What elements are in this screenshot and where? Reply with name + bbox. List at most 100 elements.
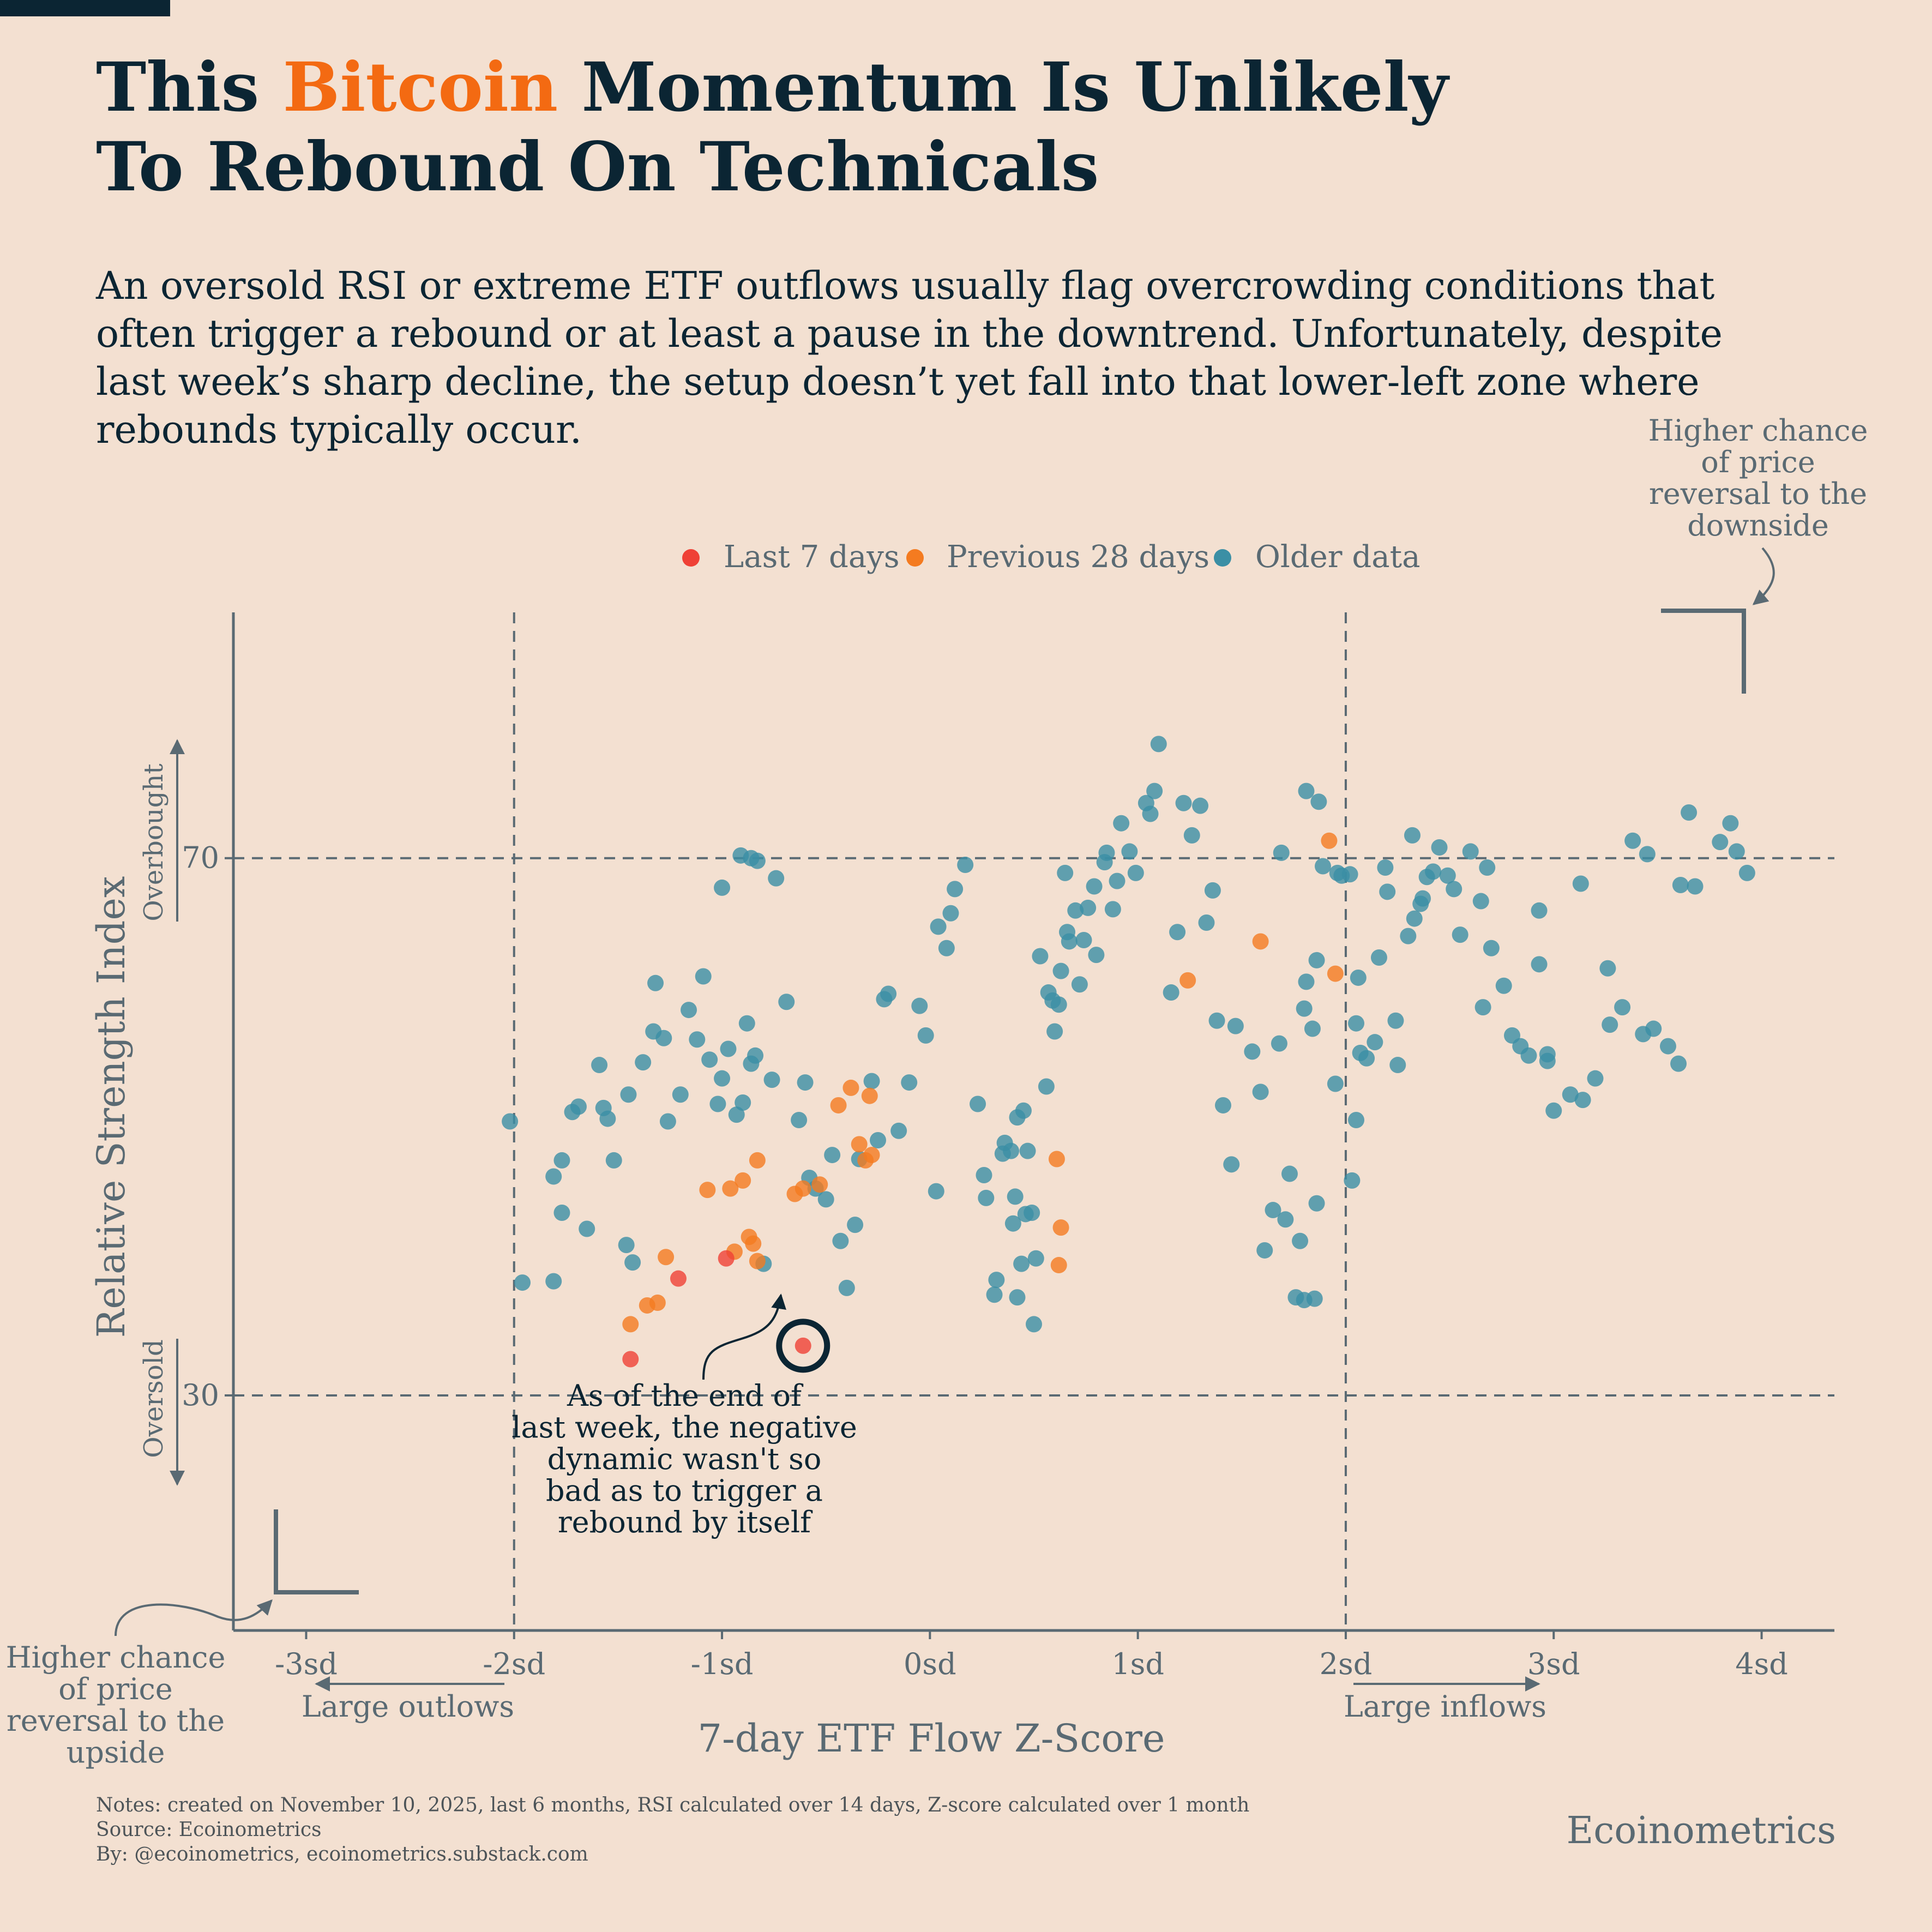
- point-older-data: [502, 1113, 519, 1130]
- point-older-data: [1306, 1290, 1323, 1307]
- point-older-data: [1614, 999, 1631, 1016]
- data-points: [502, 736, 1755, 1368]
- point-older-data: [1163, 984, 1179, 1001]
- point-previous-28-days: [1050, 1257, 1067, 1274]
- point-older-data: [1024, 1204, 1040, 1221]
- point-older-data: [1256, 1242, 1273, 1259]
- bottom-left-text-4: upside: [67, 1735, 165, 1770]
- point-last-7-days: [670, 1270, 687, 1287]
- point-previous-28-days: [863, 1147, 880, 1164]
- point-older-data: [1015, 1102, 1032, 1119]
- point-older-data: [1479, 859, 1496, 876]
- title-line2: To Rebound On Technicals: [96, 128, 1099, 207]
- point-older-data: [1474, 999, 1491, 1016]
- point-older-data: [647, 974, 664, 991]
- point-older-data: [976, 1167, 992, 1184]
- point-older-data: [1367, 1034, 1383, 1051]
- top-accent-bar: [0, 0, 170, 16]
- point-older-data: [553, 1204, 570, 1221]
- point-older-data: [880, 985, 897, 1002]
- point-older-data: [947, 881, 964, 898]
- point-older-data: [714, 1070, 731, 1087]
- point-older-data: [1046, 1023, 1063, 1040]
- point-older-data: [1296, 1000, 1313, 1017]
- point-older-data: [635, 1054, 652, 1071]
- point-older-data: [1472, 893, 1489, 910]
- point-older-data: [1452, 926, 1468, 943]
- point-older-data: [1007, 1188, 1024, 1205]
- point-older-data: [1204, 882, 1221, 899]
- bottom-left-text-1: Higher chance: [6, 1640, 226, 1675]
- point-older-data: [917, 1027, 934, 1044]
- point-older-data: [778, 994, 795, 1010]
- legend-marker-last7: [682, 549, 700, 567]
- point-older-data: [1003, 1142, 1020, 1159]
- point-older-data: [591, 1057, 608, 1074]
- point-older-data: [605, 1152, 622, 1169]
- legend-label-older: Older data: [1255, 539, 1421, 575]
- point-older-data: [1080, 899, 1097, 916]
- y-tick-label: 70: [182, 841, 219, 875]
- point-older-data: [1639, 846, 1656, 863]
- overbought-label: Overbought: [139, 763, 169, 921]
- point-older-data: [1310, 793, 1327, 810]
- point-older-data: [1057, 864, 1074, 881]
- bottom-left-text-3: reversal to the: [7, 1704, 225, 1738]
- callout-line-3: dynamic wasn't so: [547, 1442, 822, 1476]
- title-part1: This: [96, 48, 283, 127]
- point-older-data: [1415, 890, 1431, 907]
- point-older-data: [1645, 1020, 1662, 1037]
- point-older-data: [1379, 883, 1396, 900]
- point-older-data: [1142, 805, 1159, 822]
- point-previous-28-days: [1321, 832, 1338, 849]
- point-older-data: [1431, 839, 1448, 856]
- point-previous-28-days: [749, 1253, 766, 1269]
- callout-line-5: rebound by itself: [558, 1505, 813, 1539]
- point-older-data: [599, 1110, 616, 1127]
- point-older-data: [709, 1096, 726, 1112]
- point-previous-28-days: [735, 1172, 751, 1189]
- point-older-data: [1198, 914, 1215, 931]
- point-previous-28-days: [851, 1136, 868, 1153]
- footer-notes-line: Notes: created on November 10, 2025, las…: [96, 1794, 1250, 1816]
- point-previous-28-days: [722, 1180, 739, 1197]
- bottom-left-text-2: of price: [58, 1672, 173, 1706]
- point-older-data: [624, 1254, 641, 1271]
- footer-by-line: By: @ecoinometrics, ecoinometrics.substa…: [96, 1843, 588, 1865]
- callout-line-4: bad as to trigger a: [546, 1473, 823, 1508]
- point-older-data: [655, 1030, 672, 1046]
- point-older-data: [768, 870, 785, 887]
- point-older-data: [570, 1098, 587, 1115]
- point-older-data: [1050, 996, 1067, 1013]
- x-tick-label: -2sd: [483, 1647, 545, 1681]
- point-older-data: [1670, 1055, 1687, 1072]
- point-older-data: [1086, 878, 1103, 895]
- point-older-data: [1446, 881, 1462, 898]
- point-older-data: [1341, 866, 1358, 883]
- point-older-data: [1315, 858, 1332, 875]
- top-right-text-1: Higher chance: [1648, 413, 1868, 448]
- point-previous-28-days: [649, 1295, 666, 1311]
- title-accent: Bitcoin: [282, 48, 558, 127]
- point-older-data: [1004, 1215, 1021, 1232]
- point-older-data: [791, 1112, 808, 1129]
- point-older-data: [672, 1086, 689, 1103]
- large-inflows-label: Large inflows: [1344, 1689, 1546, 1724]
- point-older-data: [1075, 931, 1092, 948]
- point-previous-28-days: [861, 1087, 878, 1104]
- point-older-data: [1088, 947, 1105, 964]
- point-older-data: [1348, 1112, 1365, 1129]
- top-right-text-4: downside: [1687, 508, 1829, 543]
- top-right-text-2: of price: [1701, 445, 1815, 479]
- point-older-data: [749, 852, 766, 869]
- point-older-data: [1624, 832, 1641, 849]
- point-older-data: [1574, 1092, 1591, 1109]
- legend-marker-older: [1214, 549, 1231, 567]
- point-older-data: [1350, 969, 1367, 986]
- point-older-data: [930, 918, 947, 935]
- point-previous-28-days: [1052, 1219, 1069, 1236]
- point-older-data: [1659, 1038, 1676, 1055]
- top-right-pointer: [1752, 547, 1775, 605]
- x-tick-label: 1sd: [1111, 1647, 1164, 1681]
- top-right-corner-mark: [1661, 609, 1746, 694]
